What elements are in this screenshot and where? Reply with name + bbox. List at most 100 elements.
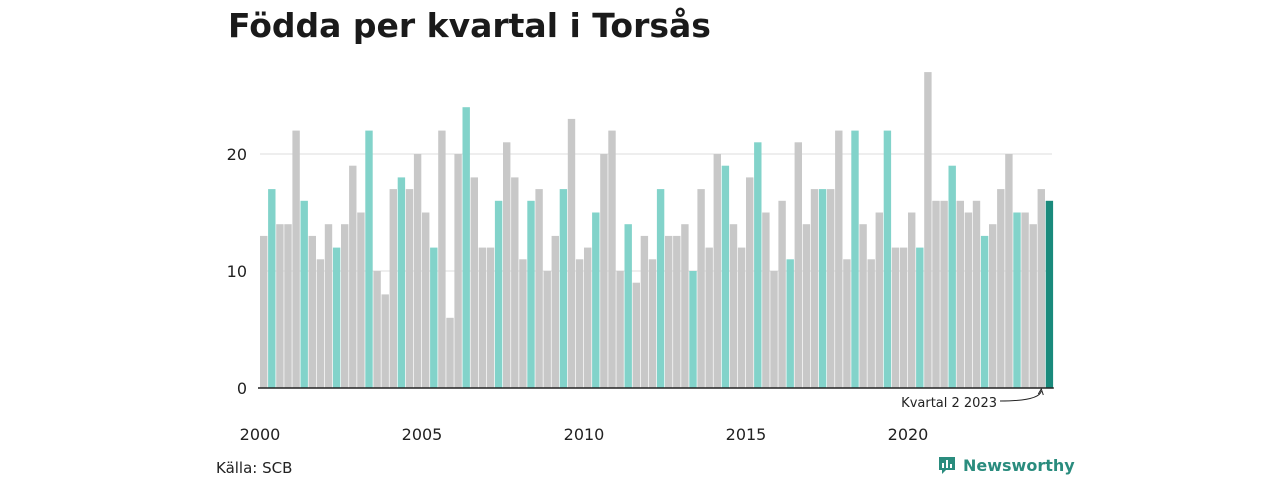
x-tick-label: 2010 (564, 425, 605, 444)
bar (632, 282, 640, 388)
bar (308, 235, 316, 388)
newsworthy-logo-icon (939, 457, 955, 474)
bar (891, 247, 900, 388)
bar (551, 235, 559, 388)
bar (665, 235, 673, 388)
bar (964, 212, 973, 388)
bar (527, 200, 535, 388)
bar (389, 189, 397, 388)
bar (268, 189, 276, 388)
bar (1029, 224, 1037, 388)
bar (276, 224, 284, 388)
bar (316, 259, 325, 388)
bar (843, 259, 851, 388)
bar (697, 189, 705, 388)
y-tick-label: 10 (227, 262, 247, 281)
bar (535, 189, 543, 388)
bar (705, 247, 713, 388)
x-tick-label: 2020 (888, 425, 929, 444)
bar (624, 224, 632, 388)
bar (608, 130, 616, 388)
bar (778, 200, 786, 388)
bar (349, 165, 357, 388)
bar (292, 130, 300, 388)
bar (713, 154, 721, 388)
bars (260, 72, 1054, 389)
bar (373, 271, 381, 388)
bar (462, 107, 470, 388)
bar (648, 259, 657, 388)
bar (786, 259, 794, 388)
bar (567, 118, 576, 389)
brand-name: Newsworthy (963, 455, 1075, 475)
bar (835, 130, 843, 388)
bar (721, 165, 730, 388)
bar (689, 271, 697, 388)
bar (875, 212, 883, 388)
bar (956, 200, 964, 388)
bar (284, 224, 292, 388)
bar (324, 224, 333, 388)
bar (357, 212, 365, 388)
bar (332, 247, 341, 388)
chart-title: Födda per kvartal i Torsås (228, 6, 711, 45)
bar (503, 142, 511, 388)
bar (470, 177, 478, 388)
bar (754, 142, 762, 388)
y-tick-labels: 0 10 20 (227, 145, 247, 398)
bar (770, 271, 778, 388)
bar (543, 271, 551, 388)
bar (511, 177, 519, 388)
bar (810, 189, 819, 388)
bar (1021, 212, 1029, 388)
bar (1045, 200, 1054, 388)
bar (446, 317, 454, 388)
bar (924, 72, 932, 388)
bar (1005, 154, 1013, 388)
bar (413, 154, 422, 388)
bar (972, 200, 981, 388)
bar (260, 235, 268, 388)
bar (454, 154, 462, 388)
bar (478, 247, 487, 388)
bar (300, 200, 308, 388)
x-tick-label: 2015 (726, 425, 767, 444)
bar (794, 142, 802, 388)
bar (746, 177, 754, 388)
bar (818, 189, 827, 388)
bar (916, 247, 924, 388)
bar (656, 189, 665, 388)
annotation-arrow (999, 390, 1042, 402)
x-tick-label: 2000 (240, 425, 281, 444)
bar (519, 259, 527, 388)
bar (1037, 189, 1045, 388)
x-tick-label: 2005 (402, 425, 443, 444)
bar (883, 130, 892, 388)
bar (827, 189, 835, 388)
bar (948, 165, 956, 388)
annotation-arrowhead (1037, 387, 1044, 396)
annotation-label: Kvartal 2 2023 (901, 396, 997, 411)
bar (867, 259, 875, 388)
bar (616, 271, 624, 388)
bar (559, 189, 568, 388)
bar (762, 212, 770, 388)
bar (729, 224, 738, 388)
bar (422, 212, 430, 388)
bar (486, 247, 495, 388)
bar (430, 247, 438, 388)
bar (859, 224, 867, 388)
bar (341, 224, 349, 388)
bar (997, 189, 1005, 388)
brand-logo: Newsworthy (937, 455, 1075, 475)
x-tick-labels: 2000 2005 2010 2015 2020 (240, 425, 929, 444)
bar (592, 212, 600, 388)
bar (381, 294, 389, 388)
bar (673, 235, 681, 388)
bar (802, 224, 811, 388)
bar (851, 130, 859, 388)
bar (397, 177, 406, 388)
bar (989, 224, 997, 388)
bar (438, 130, 446, 388)
